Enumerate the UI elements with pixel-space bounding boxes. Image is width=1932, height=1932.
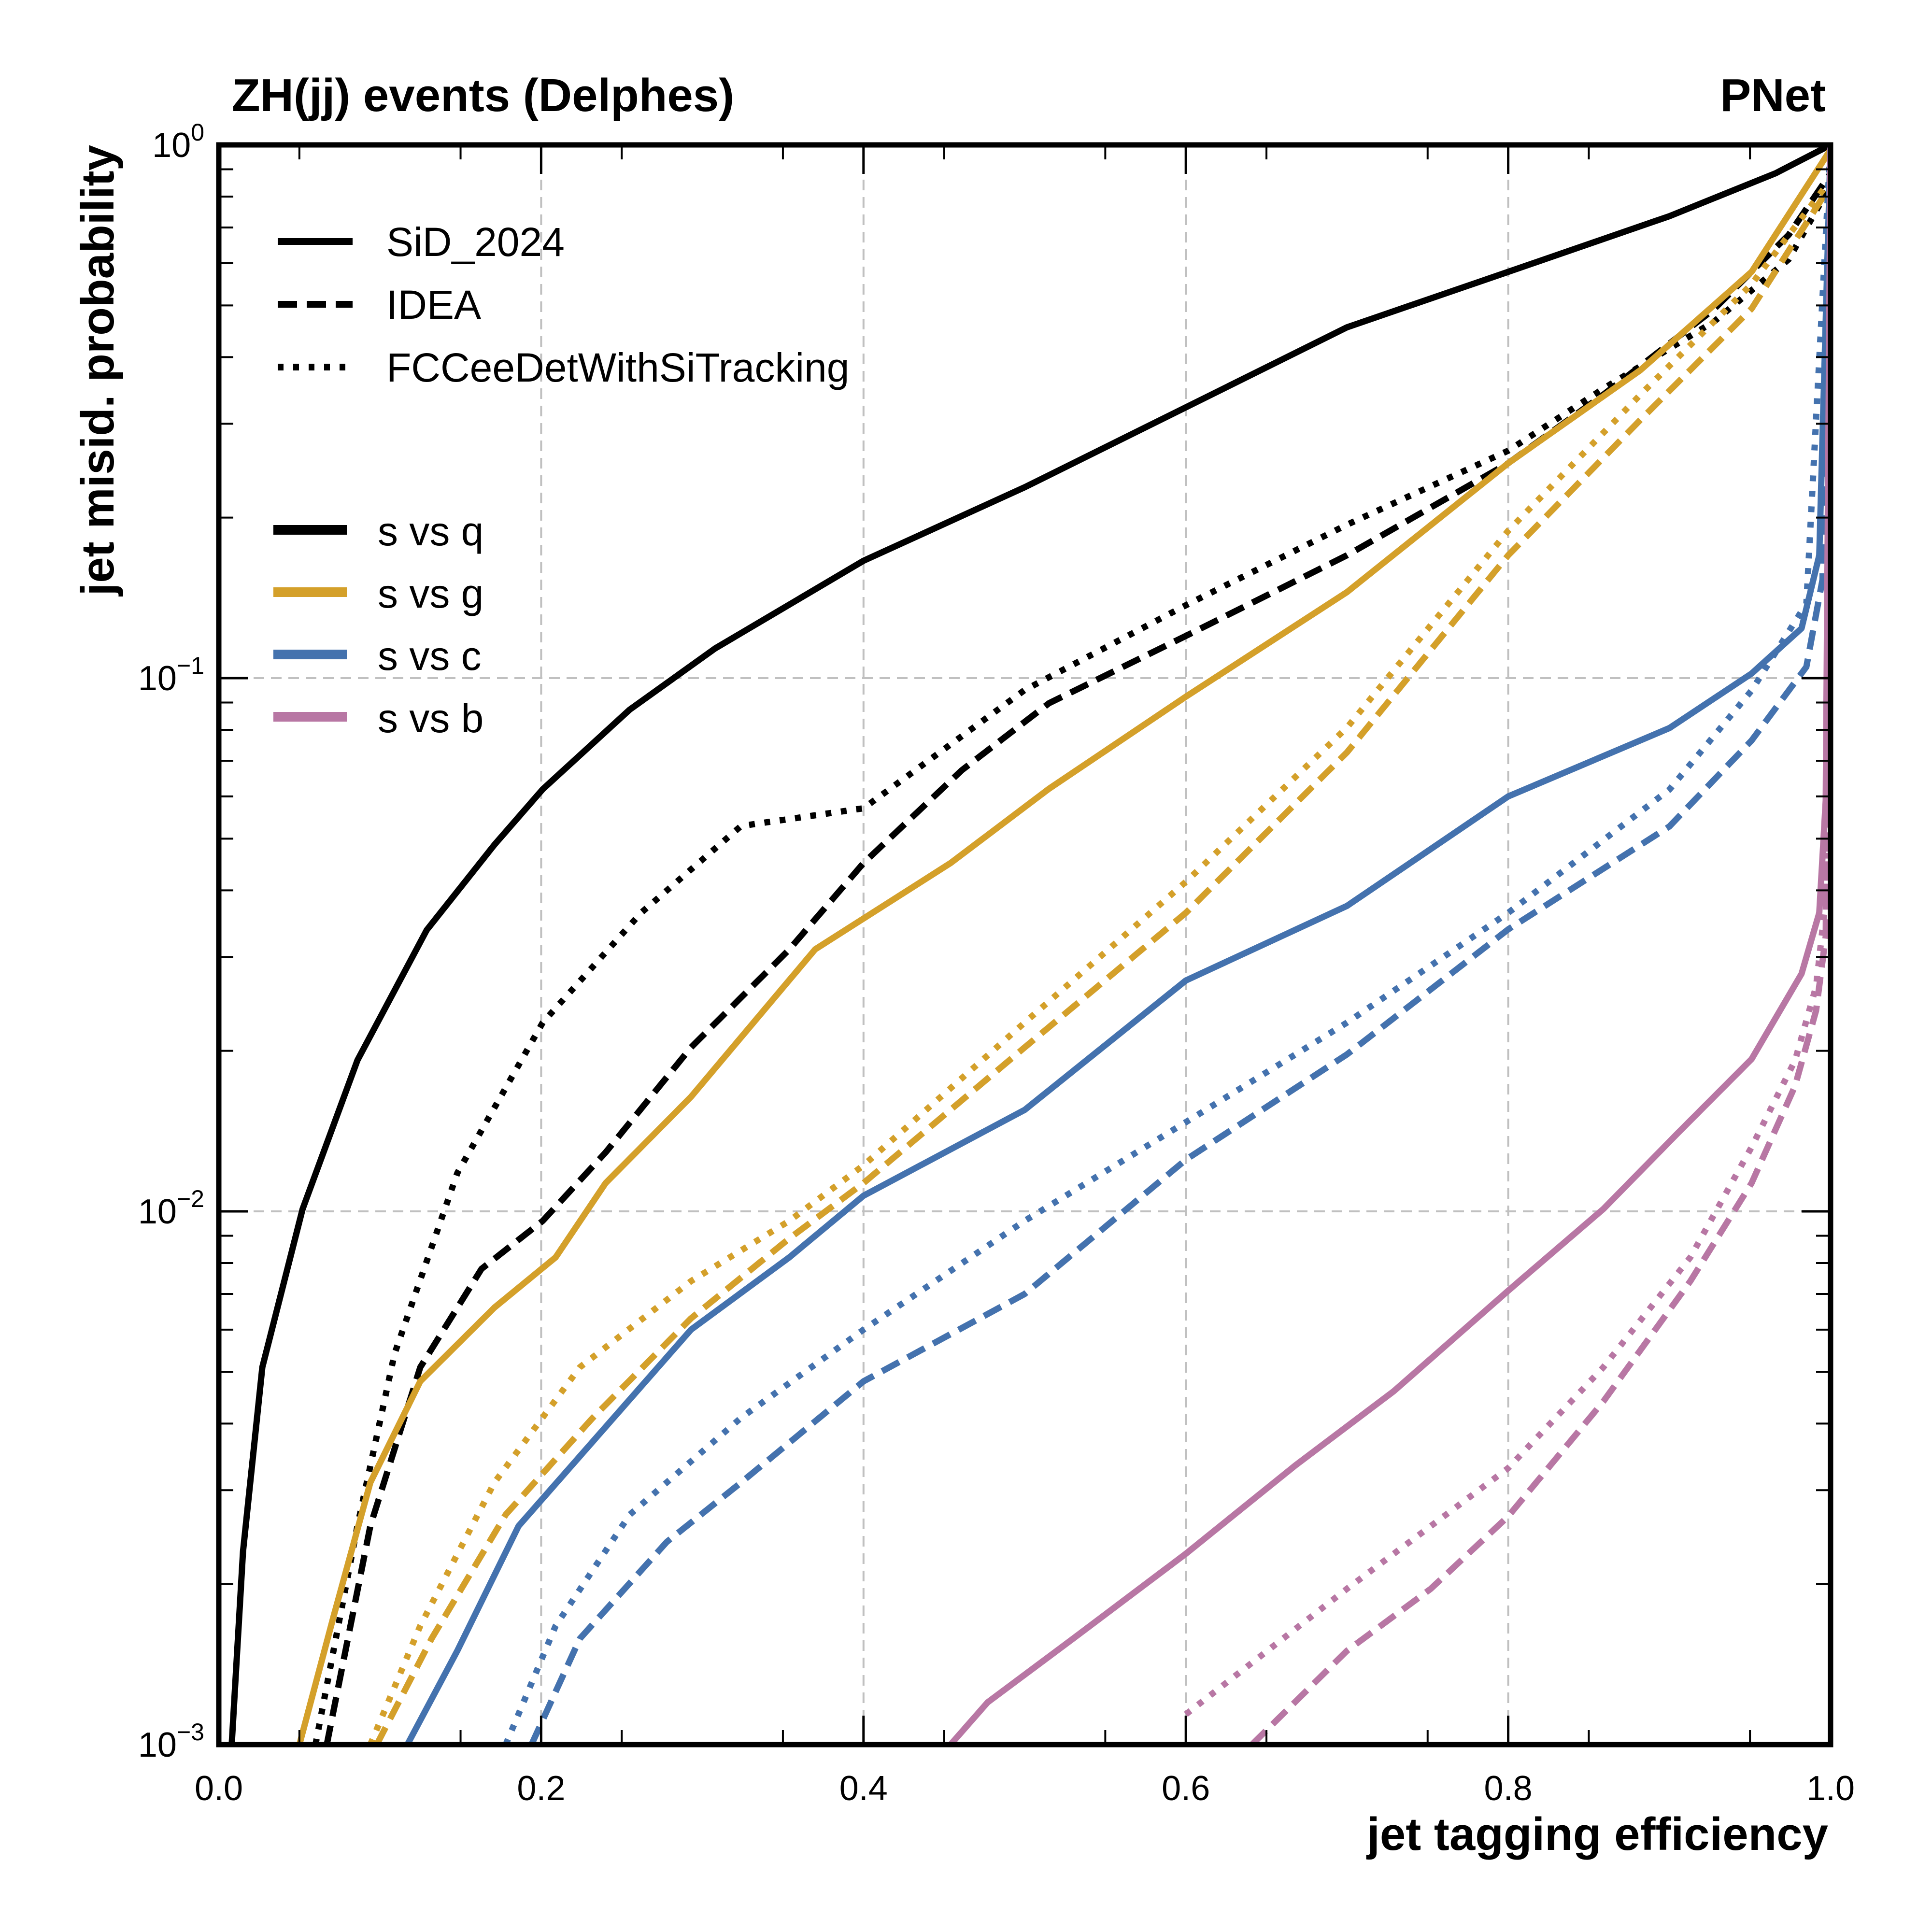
- legend-label: IDEA: [386, 282, 481, 327]
- x-tick-label: 0.8: [1484, 1769, 1533, 1808]
- y-tick-label: 10−3: [138, 1719, 204, 1764]
- y-tick-label: 100: [152, 119, 204, 165]
- legend-classes: s vs q s vs g s vs c s vs b: [273, 509, 483, 741]
- series-idea-s-vs-c: [528, 145, 1831, 1745]
- series-idea-s-vs-b: [1250, 145, 1831, 1745]
- legend-label: s vs b: [378, 696, 483, 741]
- x-tick-label: 0.0: [195, 1769, 243, 1808]
- series-fcceedetwithsitracking-s-vs-c: [503, 145, 1831, 1745]
- grid: [219, 145, 1831, 1745]
- chart-subtitle: PNet: [1720, 70, 1826, 121]
- tick-labels: 0.0 0.2 0.4 0.6 0.8 1.0 100 10−1 10−2 10−3: [138, 119, 1855, 1808]
- y-tick-label: 10−2: [138, 1185, 204, 1231]
- curves: [228, 145, 1831, 1745]
- x-tick-label: 1.0: [1806, 1769, 1855, 1808]
- series-fcceedetwithsitracking-s-vs-g: [367, 178, 1831, 1745]
- series-sid-2024-s-vs-q: [228, 145, 1831, 1745]
- series-sid-2024-s-vs-b: [948, 145, 1831, 1745]
- series-sid-2024-s-vs-g: [296, 148, 1831, 1745]
- legend-label: s vs c: [378, 633, 482, 679]
- y-axis-label: jet misid. probability: [72, 145, 124, 597]
- series-idea-s-vs-q: [324, 171, 1831, 1745]
- legend-label: s vs g: [378, 571, 483, 616]
- series-sid-2024-s-vs-c: [404, 145, 1831, 1745]
- x-tick-label: 0.4: [839, 1769, 888, 1808]
- y-tick-label: 10−1: [138, 652, 204, 698]
- x-tick-label: 0.6: [1162, 1769, 1210, 1808]
- legend-label: SiD_2024: [386, 219, 565, 265]
- legend-label: FCCeeDetWithSiTracking: [386, 345, 849, 390]
- legend-detectors: SiD_2024 IDEA FCCeeDetWithSiTracking: [278, 219, 849, 390]
- axes-frame: [216, 142, 1833, 1747]
- series-fcceedetwithsitracking-s-vs-b: [1184, 145, 1831, 1717]
- series-idea-s-vs-g: [374, 184, 1831, 1745]
- x-axis-label: jet tagging efficiency: [1366, 1808, 1828, 1860]
- x-tick-label: 0.2: [517, 1769, 565, 1808]
- legend-label: s vs q: [378, 509, 483, 554]
- chart-title: ZH(jj) events (Delphes): [232, 70, 734, 121]
